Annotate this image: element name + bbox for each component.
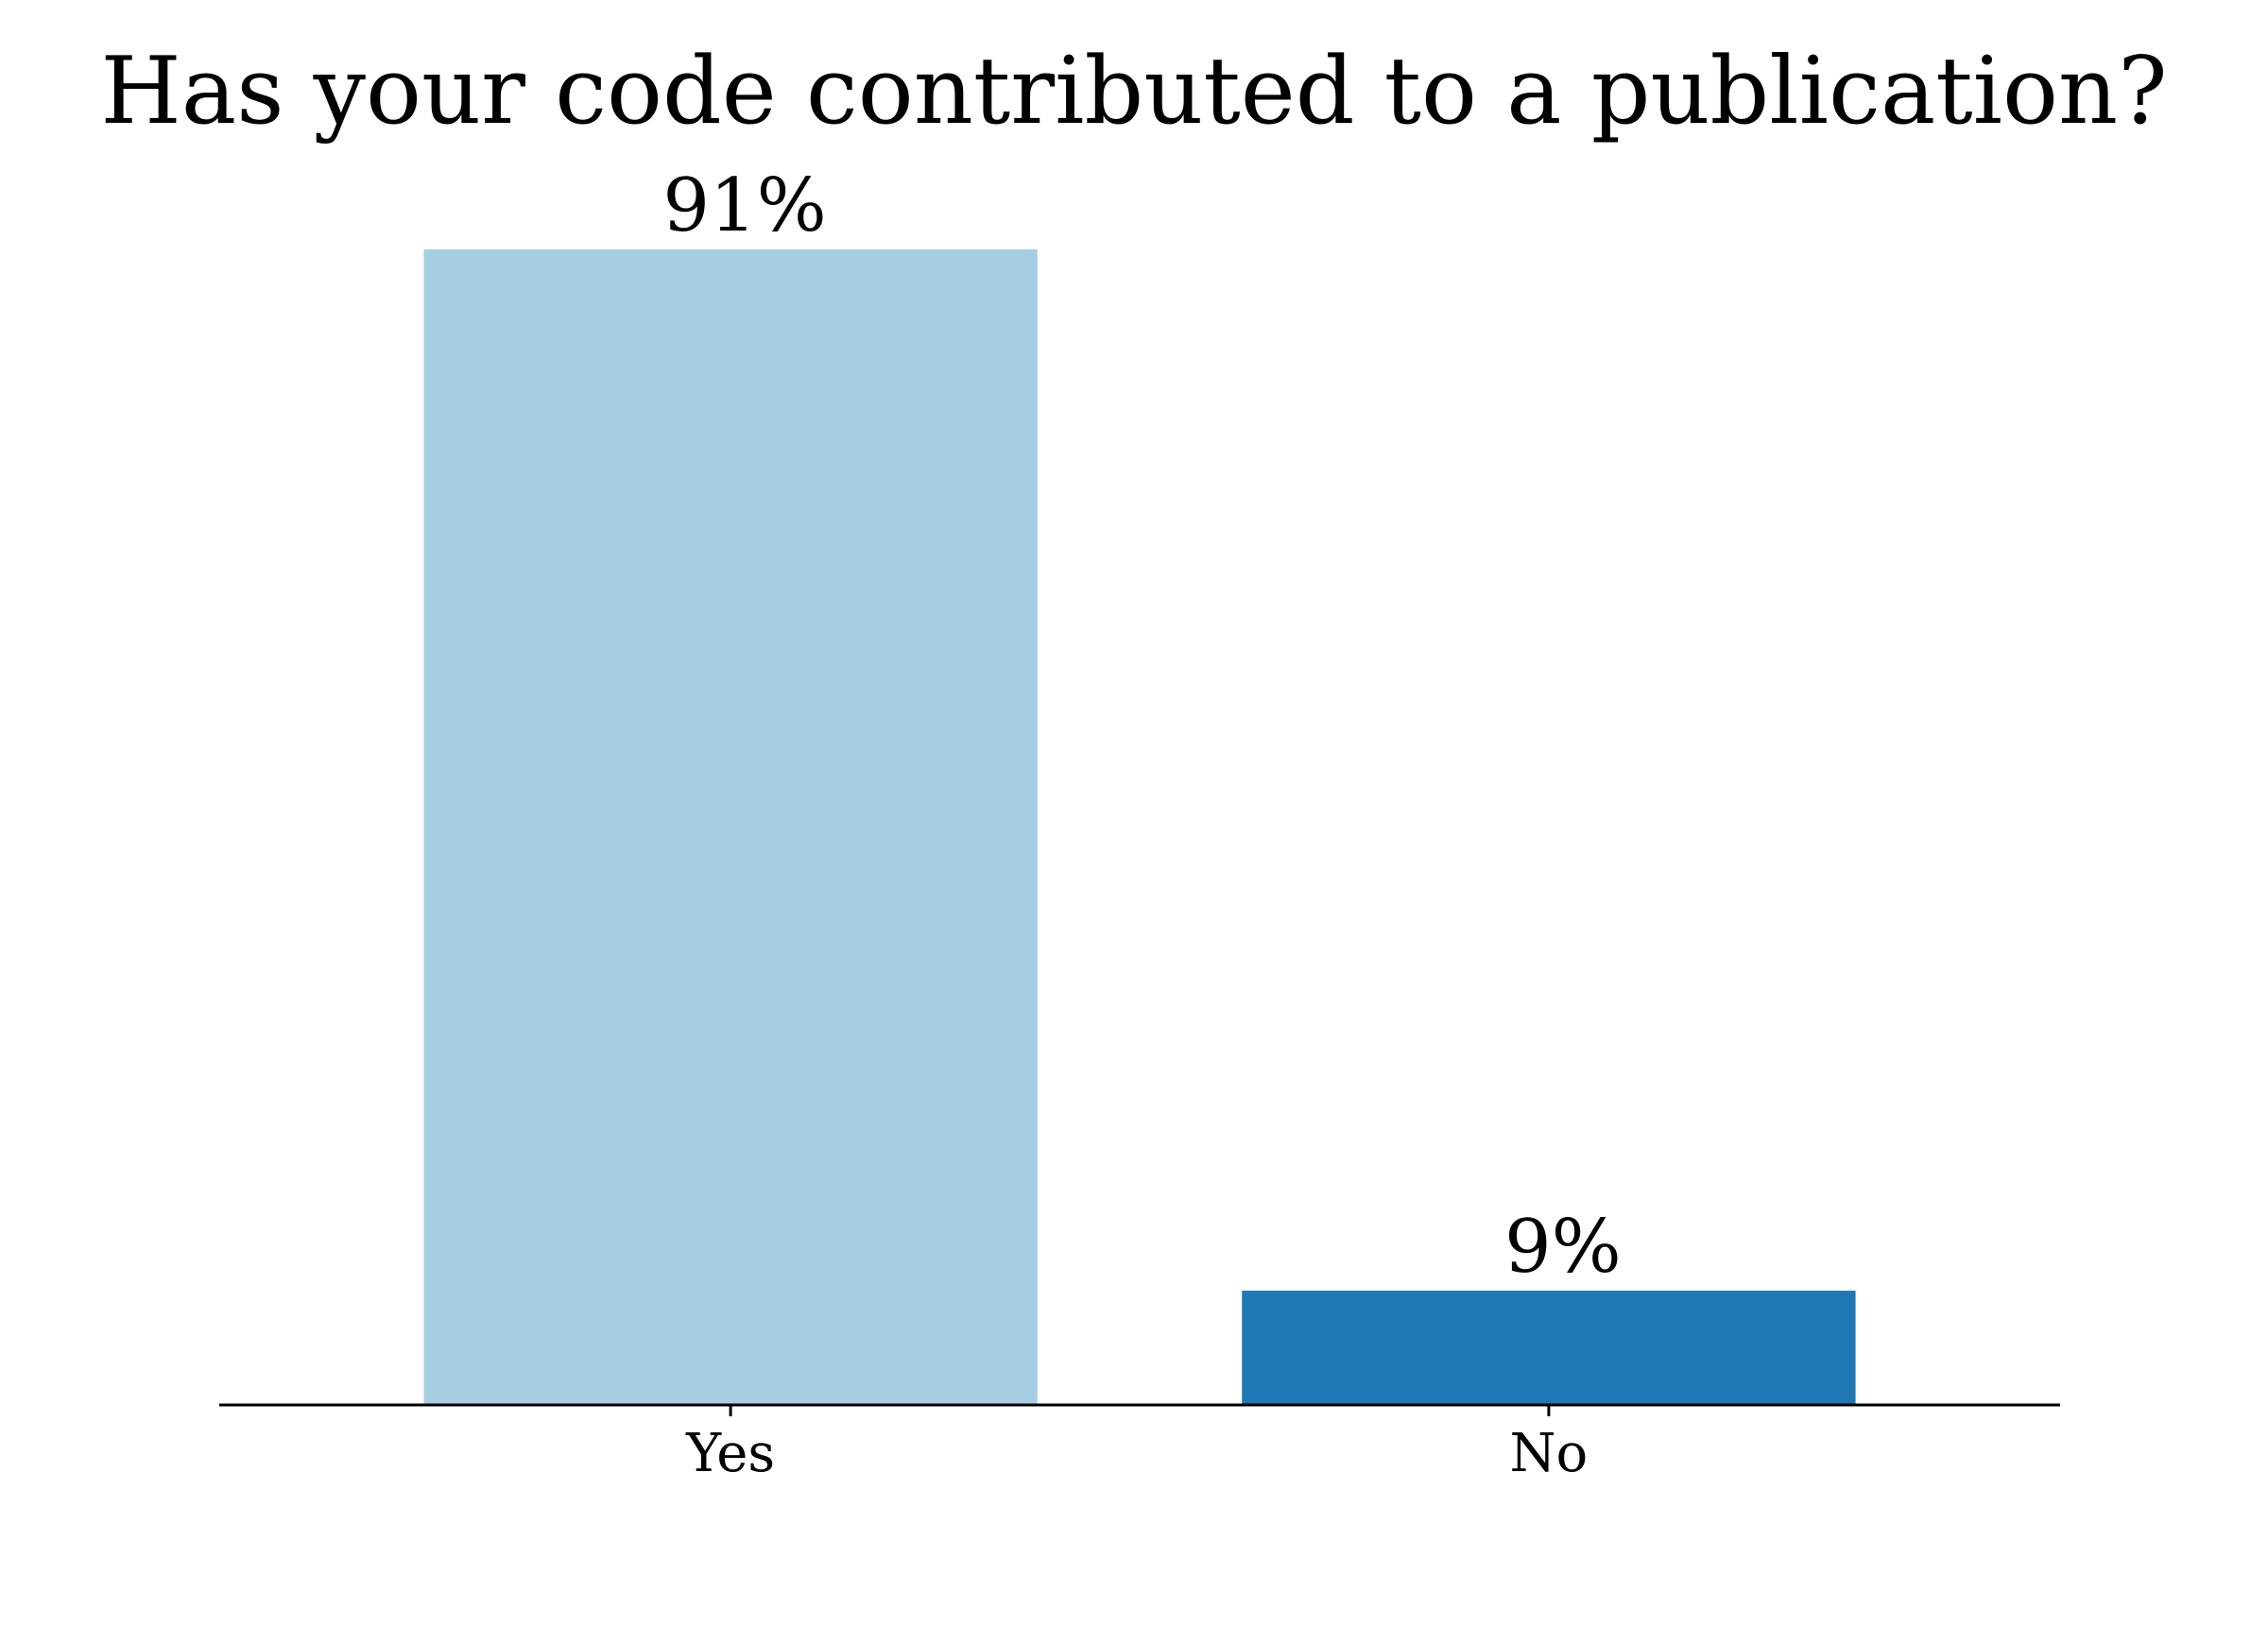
x-axis-ticks: Yes No bbox=[685, 1405, 1588, 1484]
bar-yes bbox=[423, 248, 1038, 1406]
x-tick-label-yes: Yes bbox=[685, 1423, 775, 1484]
data-label-no: 9% bbox=[1504, 1205, 1622, 1290]
bars-layer bbox=[423, 248, 1856, 1406]
data-label-yes: 91% bbox=[662, 163, 826, 248]
x-tick-label-no: No bbox=[1510, 1423, 1589, 1484]
chart-title: Has your code contributed to a publicati… bbox=[100, 38, 2167, 146]
bar-no bbox=[1242, 1291, 1856, 1405]
data-labels-layer: 91% 9% bbox=[662, 163, 1621, 1290]
